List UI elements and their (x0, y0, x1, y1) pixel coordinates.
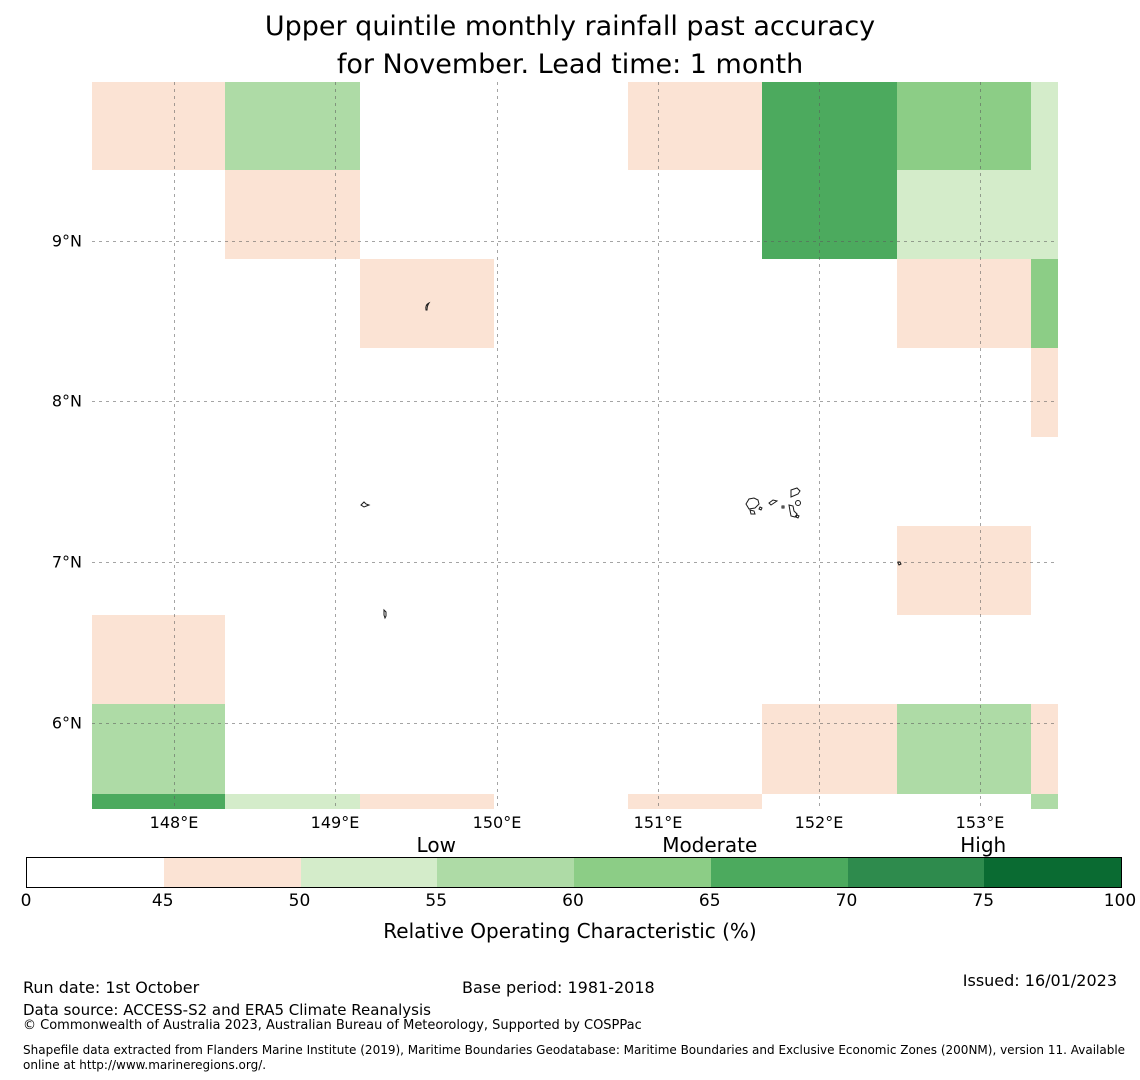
colorbar-axis-label: Relative Operating Characteristic (%) (383, 919, 757, 943)
x-tick-label: 152°E (794, 813, 844, 832)
chart-title-line2: for November. Lead time: 1 month (336, 49, 804, 80)
map-cell (92, 615, 225, 704)
island-shape-chuuk-north-reef (790, 487, 801, 498)
map-cell (1031, 704, 1058, 794)
map-cell (628, 794, 762, 809)
x-tick-label: 151°E (633, 813, 683, 832)
colorbar-tick-label: 70 (835, 891, 858, 911)
map-cell (360, 794, 494, 809)
colorbar-tick-label: 50 (288, 891, 311, 911)
island-shape-chuuk-islet-1 (758, 506, 763, 511)
run-date-text: Run date: 1st October (23, 978, 200, 997)
gridline-vertical (497, 82, 498, 809)
y-tick-label: 7°N (51, 552, 82, 572)
copyright-text: © Commonwealth of Australia 2023, Austra… (23, 1018, 642, 1033)
gridline-vertical (980, 82, 981, 809)
base-period-text: Base period: 1981-2018 (462, 978, 655, 997)
gridline-horizontal (92, 401, 1058, 402)
map-cell (897, 82, 1031, 170)
map-cell (897, 526, 1031, 615)
gridline-vertical (658, 82, 659, 809)
colorbar-tick-label: 100 (1103, 891, 1137, 911)
map-cell (628, 82, 762, 170)
gridline-vertical (335, 82, 336, 809)
map-cell (1031, 794, 1058, 809)
colorbar-tick-label: 75 (972, 891, 995, 911)
gridline-horizontal (92, 562, 1058, 563)
shapefile-credit-line2: online at http://www.marineregions.org/. (23, 1058, 267, 1072)
x-tick-label: 148°E (149, 813, 199, 832)
data-source-text: Data source: ACCESS-S2 and ERA5 Climate … (23, 1001, 431, 1019)
island-shape-chuuk-ring-islet (794, 500, 802, 506)
chart-title-line1: Upper quintile monthly rainfall past acc… (264, 11, 876, 42)
chart-title: Upper quintile monthly rainfall past acc… (0, 8, 1140, 84)
colorbar-segment (163, 858, 301, 887)
map-cell (762, 82, 897, 259)
colorbar-tick-label: 60 (562, 891, 584, 911)
map-cell (897, 170, 1058, 259)
map-cell (92, 82, 225, 170)
island-shape-chuuk-dot (795, 514, 800, 519)
map-cell (92, 794, 225, 809)
island-shape-chuuk-islet-2 (768, 499, 779, 506)
y-tick-label: 9°N (51, 231, 82, 251)
island-shape-chuuk-lagoon-west-2 (749, 509, 756, 515)
skill-label-moderate: Moderate (662, 833, 758, 857)
gridline-horizontal (92, 723, 1058, 724)
map-cell (1031, 82, 1058, 170)
colorbar (26, 857, 1122, 888)
map-cell (897, 259, 1031, 348)
island-shape-chuuk-islet-3 (781, 505, 785, 509)
skill-label-low: Low (416, 833, 456, 857)
colorbar-segment (847, 858, 985, 887)
map-cell (762, 704, 897, 794)
colorbar-tick-label: 0 (20, 891, 32, 911)
island-shape-atoll-west-2 (383, 608, 387, 620)
colorbar-tick-label: 65 (698, 891, 721, 911)
map-area: 148°E 149°E 150°E 151°E 152°E 153°E 9°N 8°N 7°N 6… (51, 82, 1058, 832)
colorbar-tick-label: 45 (151, 891, 174, 911)
map-cell (1031, 259, 1058, 348)
gridline-horizontal (92, 241, 1058, 242)
map-cell (897, 704, 1031, 794)
map-cell (1031, 348, 1058, 437)
issued-text: Issued: 16/01/2023 (962, 971, 1117, 990)
island-shape-chuuk-south-islet (788, 504, 798, 518)
colorbar-segment (300, 858, 438, 887)
y-tick-label: 6°N (51, 713, 82, 733)
map-cell (225, 82, 360, 170)
map-cell (360, 259, 494, 348)
island-shape-atoll-west-1 (360, 501, 371, 508)
colorbar-segment (984, 858, 1121, 887)
gridline-vertical (819, 82, 820, 809)
shapefile-credit-line1: Shapefile data extracted from Flanders M… (23, 1043, 1126, 1057)
colorbar-tick-label: 55 (425, 891, 448, 911)
y-tick-label: 8°N (51, 391, 82, 411)
colorbar-segment (27, 858, 164, 887)
map-cell (225, 794, 360, 809)
map-cell (92, 704, 225, 794)
colorbar-segment (574, 858, 711, 887)
x-tick-label: 149°E (310, 813, 360, 832)
x-tick-label: 153°E (955, 813, 1005, 832)
island-shape-chuuk-lagoon-west (745, 497, 760, 510)
x-tick-label: 150°E (472, 813, 522, 832)
gridline-vertical (174, 82, 175, 809)
skill-label-high: High (960, 833, 1007, 857)
map-cell (225, 170, 360, 259)
colorbar-segment (710, 858, 848, 887)
colorbar-segment (437, 858, 574, 887)
